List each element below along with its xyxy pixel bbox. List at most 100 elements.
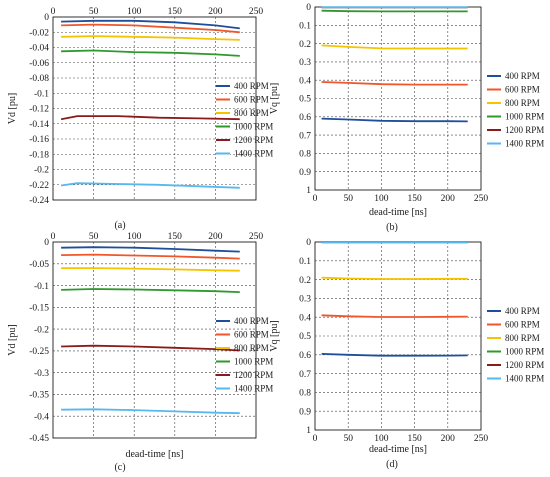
- series-line-800-rpm: [61, 267, 240, 272]
- legend-label: 600 RPM: [505, 85, 540, 95]
- y-tick-label: 0.4: [299, 76, 311, 86]
- legend-label: 1000 RPM: [505, 347, 544, 357]
- y-tick-label: -0.2: [34, 325, 49, 335]
- series-line-1200-rpm: [60, 115, 240, 121]
- x-axis-label: dead-time [ns]: [125, 449, 183, 460]
- series-line-600-rpm: [61, 23, 240, 34]
- legend: 400 RPM 600 RPM 800 RPM 1000 RPM 1200 RPM 140…: [487, 71, 544, 149]
- y-tick-label: 0.1: [299, 22, 311, 32]
- y-axis-label: Vd [pu]: [7, 324, 18, 355]
- x-tick-label: 0: [313, 194, 318, 204]
- y-tick-label: 0.5: [299, 332, 311, 342]
- y-tick-label: -0.02: [29, 28, 49, 38]
- legend-label: 400 RPM: [505, 306, 540, 316]
- y-axis-label: Vq [pu]: [269, 83, 280, 114]
- y-tick-label: -0.12: [29, 105, 49, 115]
- y-tick-label: -0.18: [29, 150, 49, 160]
- y-axis-label: Vq [pu]: [269, 320, 280, 351]
- legend-label: 600 RPM: [234, 330, 269, 340]
- y-tick-label: -0.4: [34, 412, 49, 422]
- x-tick-label: 100: [374, 194, 389, 204]
- legend-label: 1200 RPM: [234, 135, 273, 145]
- y-tick-label: 0: [306, 238, 311, 248]
- y-tick-label: -0.08: [29, 74, 49, 84]
- x-tick-label: 100: [127, 232, 142, 242]
- legend-label: 400 RPM: [234, 316, 269, 326]
- y-tick-label: -0.14: [29, 120, 49, 130]
- legend-label: 1000 RPM: [505, 112, 544, 122]
- y-tick-label: -0.05: [29, 260, 49, 270]
- y-tick-label: 0: [44, 13, 49, 23]
- x-tick-label: 100: [127, 7, 142, 17]
- y-tick-label: -0.1: [34, 282, 49, 292]
- x-tick-label: 150: [168, 7, 183, 17]
- legend-label: 800 RPM: [234, 108, 269, 118]
- y-tick-label: 0.3: [299, 58, 311, 68]
- y-tick-label: 0.5: [299, 95, 311, 105]
- legend-label: 600 RPM: [505, 320, 540, 330]
- y-tick-label: 0.9: [299, 168, 311, 178]
- legend-label: 1400 RPM: [505, 139, 544, 149]
- legend-label: 1400 RPM: [234, 384, 273, 394]
- series-line-1200-rpm: [61, 344, 240, 352]
- y-tick-label: 0.7: [299, 370, 311, 380]
- panel-caption: (c): [114, 462, 125, 473]
- panel-caption: (b): [386, 222, 398, 233]
- y-tick-label: 1: [306, 186, 311, 196]
- series-line-600-rpm: [61, 253, 240, 260]
- y-tick-label: 0.6: [299, 351, 311, 361]
- legend-label: 600 RPM: [234, 95, 269, 105]
- y-tick-label: -0.04: [29, 44, 49, 54]
- y-tick-label: -0.2: [34, 166, 49, 176]
- y-tick-label: -0.06: [29, 59, 49, 69]
- series-line-1400-rpm: [61, 408, 240, 415]
- y-tick-label: 0.1: [299, 257, 311, 267]
- x-tick-label: 200: [441, 434, 456, 444]
- legend-label: 1200 RPM: [505, 125, 544, 135]
- y-tick-label: 0.2: [299, 40, 311, 50]
- y-tick-label: 0.9: [299, 407, 311, 417]
- y-tick-label: -0.22: [29, 181, 49, 191]
- x-tick-label: 0: [313, 434, 318, 444]
- series-line-1000-rpm: [61, 49, 240, 57]
- plot-frame: [52, 241, 257, 439]
- y-tick-label: 1: [306, 426, 311, 436]
- x-tick-label: 150: [407, 434, 422, 444]
- x-tick-label: 0: [51, 232, 56, 242]
- y-tick-label: 0: [44, 238, 49, 248]
- legend-label: 800 RPM: [505, 333, 540, 343]
- y-tick-label: 0.6: [299, 113, 311, 123]
- series-line-1000-rpm: [321, 9, 468, 13]
- x-tick-label: 250: [474, 194, 489, 204]
- y-tick-label: -0.16: [29, 135, 49, 145]
- x-tick-label: 250: [249, 232, 264, 242]
- x-tick-label: 0: [51, 7, 56, 17]
- y-axis-label: Vd [pu]: [7, 93, 18, 124]
- series-line-800-rpm: [321, 276, 468, 280]
- y-tick-label: -0.35: [29, 391, 49, 401]
- chart-1: 0 50 100 150 200 250 0 0.1 0.2 0.3 0.4 0.5 0.6 0.7 0.8…: [269, 3, 544, 233]
- y-tick-label: -0.15: [29, 304, 49, 314]
- legend: 400 RPM 600 RPM 800 RPM 1000 RPM 1200 RPM 140…: [216, 81, 273, 159]
- x-axis-label: dead-time [ns]: [369, 207, 427, 218]
- chart-3: 0 50 100 150 200 250 0 0.1 0.2 0.3 0.4 0.5 0.6 0.7 0.8…: [269, 238, 544, 470]
- x-tick-label: 250: [249, 7, 264, 17]
- y-tick-label: -0.45: [29, 434, 49, 444]
- series-line-400-rpm: [61, 19, 240, 30]
- series-line-800-rpm: [321, 44, 468, 50]
- x-tick-label: 100: [374, 434, 389, 444]
- legend-label: 1000 RPM: [234, 122, 273, 132]
- legend: 400 RPM 600 RPM 800 RPM 1000 RPM 1200 RPM 140…: [216, 316, 273, 394]
- y-tick-label: 0.3: [299, 295, 311, 305]
- chart-2: 0 50 100 150 200 250 0 -0.05 -0.1 -0.15 -0.2 -0.25 -…: [7, 232, 273, 473]
- series-line-400-rpm: [61, 246, 240, 253]
- series-line-1000-rpm: [61, 288, 240, 293]
- x-tick-label: 250: [474, 434, 489, 444]
- series-line-600-rpm: [321, 314, 468, 318]
- x-tick-label: 50: [343, 434, 353, 444]
- y-tick-label: 0.8: [299, 150, 311, 160]
- y-tick-label: -0.25: [29, 347, 49, 357]
- x-tick-label: 150: [168, 232, 183, 242]
- panel-caption: (a): [114, 220, 125, 231]
